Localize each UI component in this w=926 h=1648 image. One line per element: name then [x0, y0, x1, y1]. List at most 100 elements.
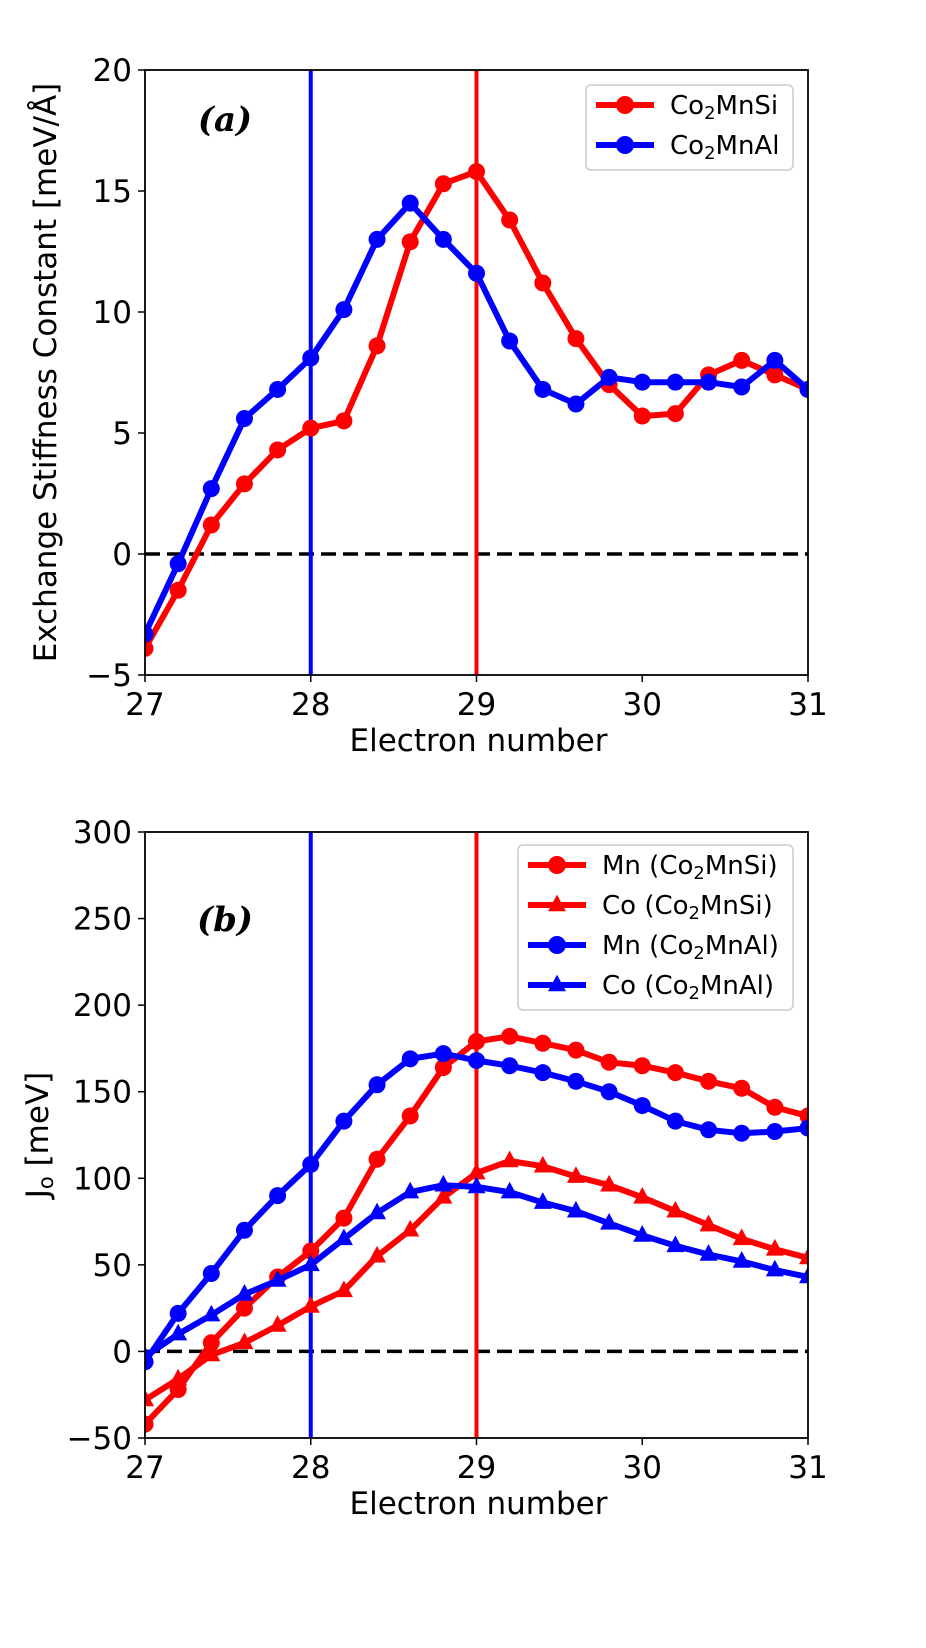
legend-label-subscript: 2 [689, 983, 700, 1004]
data-point [401, 1050, 419, 1068]
data-point [467, 1162, 486, 1180]
data-point [600, 1053, 618, 1071]
data-point [202, 516, 220, 534]
data-point [202, 1265, 220, 1283]
legend-label-part: Mn (Co [602, 851, 693, 881]
y-axis-label: Jo [meV] [20, 1072, 58, 1201]
data-point [799, 1266, 808, 1284]
data-point [468, 1033, 485, 1051]
data-point [145, 1389, 154, 1407]
data-point [733, 1124, 751, 1142]
legend-entry: Co (Co2MnAl) [528, 971, 774, 1004]
y-tick-label: 50 [93, 1248, 132, 1284]
y-tick-label: 15 [93, 174, 132, 210]
data-point [733, 378, 751, 396]
x-tick-label: 27 [125, 1450, 164, 1486]
legend-label-part: MnAl) [700, 971, 774, 1001]
legend-label-subscript: 2 [704, 103, 715, 124]
y-axis-label: Exchange Stiffness Constant [meV/Å] [28, 83, 64, 663]
x-tick-label: 28 [291, 1450, 330, 1486]
data-point [699, 1214, 718, 1232]
data-point [699, 1244, 718, 1261]
data-point [733, 1079, 751, 1097]
y-tick-label: 20 [93, 53, 132, 89]
data-point [799, 1247, 808, 1265]
data-point [235, 475, 253, 493]
data-point [468, 264, 485, 282]
data-point [799, 380, 808, 398]
y-tick-label: 0 [112, 537, 132, 573]
panel-b: 27 28 29 30 31 −50 0 50 100 150 200 250 300 Electron … [20, 815, 828, 1522]
data-point [666, 1112, 684, 1130]
x-tick-label: 29 [457, 687, 496, 723]
y-tick-label: 150 [73, 1075, 132, 1111]
data-point [566, 1166, 585, 1183]
data-point [534, 1034, 552, 1052]
data-point [633, 1057, 651, 1075]
legend-label: Mn (Co2MnAl) [602, 931, 779, 964]
legend-label: Co2MnAl [670, 131, 779, 164]
legend-marker [616, 96, 634, 114]
legend-label-part: Co (Co [602, 971, 689, 1001]
legend-label-part: Co (Co [602, 891, 689, 921]
data-point [145, 1346, 154, 1363]
data-point [501, 332, 519, 350]
data-point [500, 1150, 519, 1168]
legend-label-subscript: 2 [704, 143, 715, 164]
y-tick-label: −50 [67, 1421, 132, 1457]
data-point [401, 1219, 420, 1237]
data-point [202, 1334, 220, 1352]
data-point [434, 1058, 452, 1076]
plot-area [145, 832, 808, 1438]
legend-marker [548, 936, 566, 954]
legend-entry: Mn (Co2MnSi) [528, 851, 778, 884]
legend-entry: Co2MnSi [596, 91, 778, 124]
panel-label: (b) [197, 900, 253, 940]
y-tick-label: 10 [93, 295, 132, 331]
data-point [666, 1235, 685, 1253]
data-point [766, 1123, 784, 1141]
data-point [666, 405, 684, 423]
data-point [335, 1112, 353, 1130]
data-point [269, 441, 287, 459]
legend-label: Co (Co2MnSi) [602, 891, 773, 924]
data-point [633, 1225, 652, 1242]
data-point [434, 175, 452, 193]
data-point [567, 395, 585, 413]
data-point [268, 1315, 287, 1332]
data-point [235, 1283, 254, 1301]
data-point [202, 480, 220, 498]
data-point [302, 349, 320, 367]
legend: Mn (Co2MnSi)Co (Co2MnSi)Mn (Co2MnAl)Co (… [517, 844, 794, 1011]
data-point [633, 373, 651, 391]
data-point [368, 1150, 386, 1168]
data-point [600, 1212, 619, 1230]
x-axis-label: Electron number [350, 1486, 608, 1522]
legend-label: Co (Co2MnAl) [602, 971, 774, 1004]
data-point [501, 1057, 519, 1075]
data-point [533, 1155, 552, 1173]
data-point [169, 1323, 188, 1341]
y-tick-label: 250 [73, 902, 132, 938]
legend-label-part: Co [670, 91, 704, 121]
y-axis-label-main: J [20, 1189, 56, 1200]
data-point [401, 194, 419, 212]
data-point [368, 1076, 386, 1094]
data-point [633, 1186, 652, 1204]
data-point [368, 1245, 387, 1263]
data-point [500, 1181, 519, 1199]
legend-entry: Co (Co2MnSi) [528, 891, 773, 924]
y-tick-label: 200 [73, 988, 132, 1024]
x-tick-label: 27 [125, 687, 164, 723]
data-point [534, 274, 552, 292]
x-tick-label: 31 [788, 687, 827, 723]
legend-label: Co2MnSi [670, 91, 778, 124]
data-point [600, 368, 618, 386]
data-point [501, 211, 519, 229]
y-tick-label: 100 [73, 1161, 132, 1197]
data-point [501, 1027, 519, 1045]
data-point [666, 1064, 684, 1082]
series-1 [145, 194, 808, 643]
